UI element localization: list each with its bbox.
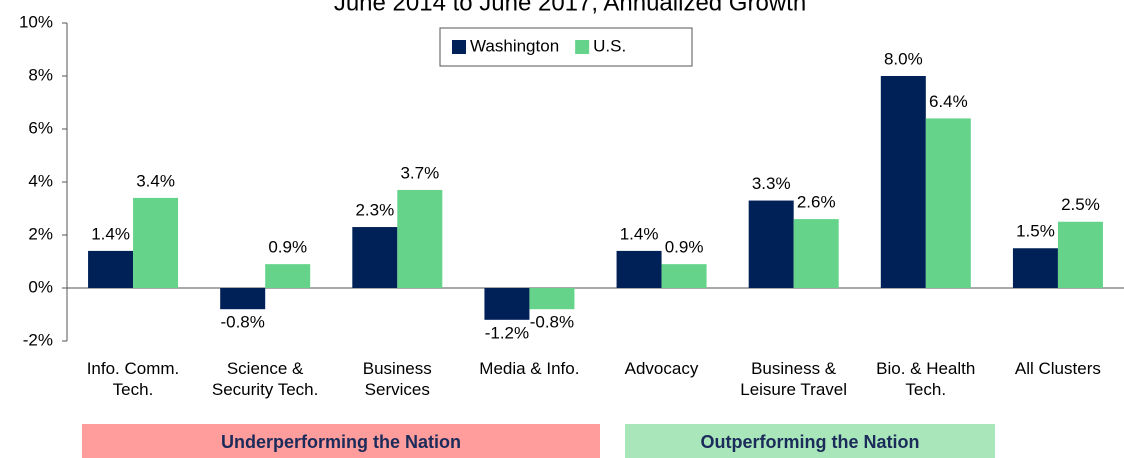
data-label: -0.8% xyxy=(530,313,574,332)
x-tick-label: Business & Leisure Travel xyxy=(740,359,848,399)
bar xyxy=(484,288,530,320)
y-tick-label: -2% xyxy=(23,330,53,349)
y-tick-label: 4% xyxy=(28,171,53,190)
bar xyxy=(220,288,266,310)
x-tick-label: Media & Info. xyxy=(479,359,580,378)
data-label: -0.8% xyxy=(220,313,264,332)
bar xyxy=(616,250,662,288)
x-tick-label: Bio. & Health Tech. xyxy=(876,359,976,399)
x-tick-label: Science & Security Tech. xyxy=(211,359,319,399)
data-label: 0.9% xyxy=(665,238,704,257)
data-label: 2.3% xyxy=(355,201,394,220)
legend-label: Washington xyxy=(470,36,559,55)
bar xyxy=(925,118,971,289)
bar xyxy=(748,200,794,288)
x-tick-label: Business Services xyxy=(362,359,432,399)
bar xyxy=(265,264,311,288)
legend-label: U.S. xyxy=(593,36,626,55)
x-tick-label: Info. Comm. Tech. xyxy=(86,359,180,399)
y-tick-label: 10% xyxy=(19,12,53,31)
data-label: 2.5% xyxy=(1061,195,1100,214)
y-tick-label: 0% xyxy=(28,277,53,296)
bar xyxy=(133,197,179,288)
bar xyxy=(1012,248,1058,288)
bar xyxy=(793,219,839,288)
data-label: 0.9% xyxy=(268,238,307,257)
data-label: 3.4% xyxy=(136,171,175,190)
legend-swatch xyxy=(452,40,466,54)
x-tick-label: Advocacy xyxy=(624,359,699,378)
bar xyxy=(529,288,575,310)
data-label: 1.4% xyxy=(91,224,130,243)
bar xyxy=(661,264,707,288)
data-label: -1.2% xyxy=(485,323,529,342)
y-tick-label: 2% xyxy=(28,224,53,243)
chart-title: June 2014 to June 2017, Annualized Growt… xyxy=(334,0,806,16)
data-label: 1.5% xyxy=(1016,222,1055,241)
y-tick-label: 8% xyxy=(28,65,53,84)
bar xyxy=(880,76,926,288)
y-tick-label: 6% xyxy=(28,118,53,137)
data-label: 3.3% xyxy=(752,174,791,193)
data-label: 6.4% xyxy=(929,92,968,111)
bar xyxy=(88,250,134,288)
data-label: 8.0% xyxy=(884,49,923,68)
bar xyxy=(1057,221,1103,288)
annotation-band: Underperforming the Nation xyxy=(82,424,600,458)
data-label: 2.6% xyxy=(797,193,836,212)
data-label: 1.4% xyxy=(620,224,659,243)
x-tick-label: All Clusters xyxy=(1014,359,1101,378)
legend-box xyxy=(439,27,693,67)
bar xyxy=(397,189,443,288)
annotation-band: Outperforming the Nation xyxy=(625,424,995,458)
legend-swatch xyxy=(575,40,590,54)
bar xyxy=(352,227,398,288)
data-label: 3.7% xyxy=(400,163,439,182)
